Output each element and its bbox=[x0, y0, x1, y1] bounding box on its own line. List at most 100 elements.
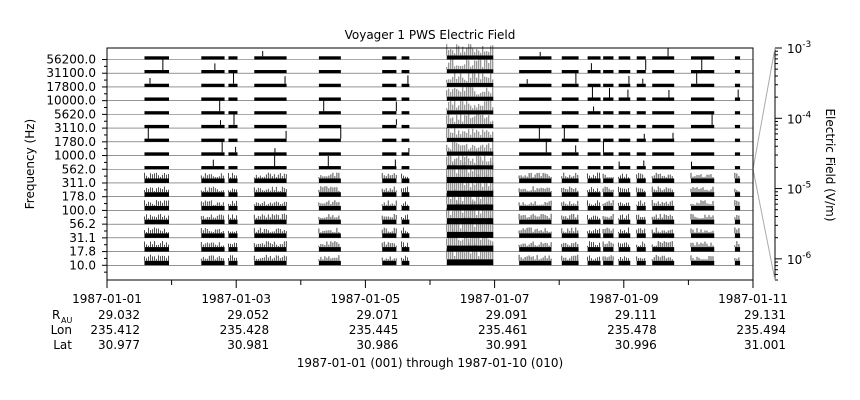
ephemeris-label-lon: Lon bbox=[51, 323, 72, 337]
channel-trace-spikes bbox=[690, 200, 714, 206]
channel-trace-segment bbox=[401, 192, 410, 197]
channel-trace-segment bbox=[618, 166, 631, 170]
channel-trace-spikes bbox=[200, 200, 224, 206]
channel-trace-segment bbox=[201, 166, 225, 170]
channel-trace-segment bbox=[603, 138, 614, 142]
channel-trace-segment bbox=[618, 97, 631, 101]
channel-trace-spikes bbox=[561, 214, 579, 220]
channel-trace-spikes bbox=[651, 214, 673, 220]
channel-trace-segment bbox=[382, 97, 397, 101]
channel-trace-segment bbox=[561, 205, 579, 211]
ephemeris-value-lat: 31.001 bbox=[744, 338, 786, 352]
channel-trace-spikes bbox=[690, 228, 714, 234]
channel-trace-spikes bbox=[651, 172, 673, 179]
channel-trace-spikes bbox=[381, 200, 397, 206]
channel-trace-segment bbox=[636, 205, 646, 211]
channel-trace-segment bbox=[652, 83, 675, 87]
channel-trace-segment bbox=[587, 166, 601, 170]
channel-trace-segment bbox=[734, 111, 741, 115]
frequency-tick-label: 17800.0 bbox=[46, 80, 96, 94]
channel-trace-spikes bbox=[518, 227, 552, 234]
plot-frame bbox=[106, 47, 754, 281]
channel-trace-segment bbox=[636, 70, 646, 74]
channel-trace-spikes bbox=[381, 256, 397, 261]
channel-trace-segment bbox=[254, 219, 287, 225]
channel-trace-segment bbox=[618, 152, 631, 156]
channel-trace-segment bbox=[519, 83, 552, 87]
channel-trace-spikes bbox=[602, 241, 614, 248]
channel-trace-spikes bbox=[144, 241, 169, 248]
channel-trace-segment bbox=[519, 124, 552, 129]
channel-trace-spikes bbox=[587, 172, 600, 179]
channel-trace-segment bbox=[382, 219, 397, 225]
channel-trace-segment bbox=[561, 219, 579, 225]
channel-trace-segment bbox=[734, 233, 741, 238]
ephemeris-value-lon: 235.461 bbox=[478, 323, 528, 337]
channel-trace-segment bbox=[382, 111, 397, 115]
frequency-tick-label: 100.0 bbox=[62, 203, 96, 217]
channel-trace-segment bbox=[603, 178, 614, 183]
channel-trace-segment bbox=[318, 247, 341, 252]
channel-trace-spikes bbox=[561, 254, 579, 261]
channel-trace-segment bbox=[636, 166, 646, 170]
channel-trace-segment bbox=[652, 233, 675, 238]
channel-trace-segment bbox=[652, 70, 675, 74]
channel-trace-segment bbox=[228, 97, 238, 101]
time-axis: 1987-01-01 1987-01-03 1987-01-05 1987-01-07… bbox=[72, 280, 788, 306]
ephemeris-value-lat: 30.986 bbox=[356, 338, 398, 352]
channel-trace-spikes bbox=[446, 242, 494, 260]
channel-trace-segment bbox=[446, 231, 494, 238]
channel-trace-segment bbox=[254, 138, 287, 142]
channel-trace-segment bbox=[318, 260, 341, 266]
channel-trace-segment bbox=[318, 166, 341, 170]
channel-trace-segment bbox=[254, 166, 287, 170]
channel-trace-segment bbox=[144, 152, 170, 156]
channel-trace-segment bbox=[561, 260, 579, 266]
channel-trace-spikes bbox=[690, 255, 714, 261]
channel-trace-spikes bbox=[228, 172, 237, 179]
time-tick-label: 1987-01-09 bbox=[589, 292, 659, 306]
channel-trace-segment bbox=[201, 192, 225, 197]
channel-trace-segment bbox=[636, 152, 646, 156]
channel-trace-segment bbox=[254, 178, 287, 183]
channel-trace-segment bbox=[228, 247, 238, 252]
channel-trace-segment bbox=[144, 260, 170, 266]
channel-trace-segment bbox=[401, 83, 410, 87]
channel-trace-segment bbox=[201, 219, 225, 225]
channel-trace-segment bbox=[587, 83, 601, 87]
channel-trace-spikes bbox=[561, 200, 579, 206]
channel-trace-segment bbox=[690, 166, 715, 170]
channel-trace-segment bbox=[734, 124, 741, 129]
frequency-tick-label: 5620.0 bbox=[54, 107, 96, 121]
channel-trace-spikes bbox=[690, 186, 714, 193]
channel-trace-segment bbox=[636, 219, 646, 225]
channel-trace-segment bbox=[519, 219, 552, 225]
channel-trace-segment bbox=[254, 205, 287, 211]
channel-trace-spikes bbox=[318, 186, 340, 193]
channel-trace-segment bbox=[734, 83, 741, 87]
channel-trace-segment bbox=[201, 260, 225, 266]
channel-trace-segment bbox=[201, 233, 225, 238]
channel-trace-segment bbox=[318, 192, 341, 197]
channel-trace-spikes bbox=[144, 186, 169, 193]
channel-trace-segment bbox=[519, 205, 552, 211]
ephemeris-value-r: 29.052 bbox=[227, 308, 269, 322]
channel-trace-segment bbox=[318, 219, 341, 225]
channel-trace-segment bbox=[587, 233, 601, 238]
channel-trace-segment bbox=[144, 124, 170, 129]
channel-trace-spikes bbox=[228, 255, 237, 261]
channel-trace-spikes bbox=[381, 213, 397, 220]
channel-trace-segment bbox=[690, 178, 715, 183]
channel-trace-spikes bbox=[446, 85, 494, 97]
channel-trace-segment bbox=[318, 138, 341, 142]
channel-trace-segment bbox=[603, 97, 614, 101]
channel-trace-spikes bbox=[636, 228, 646, 234]
colorbar-tick-label: 10-4 bbox=[787, 110, 812, 126]
channel-trace-spikes bbox=[636, 172, 646, 179]
channel-trace-segment bbox=[201, 247, 225, 252]
channel-trace-segment bbox=[603, 219, 614, 225]
channel-trace-spikes bbox=[446, 113, 494, 125]
channel-trace-segment bbox=[561, 178, 579, 183]
channel-trace-spikes bbox=[602, 255, 614, 261]
channel-trace-spikes bbox=[561, 227, 579, 234]
